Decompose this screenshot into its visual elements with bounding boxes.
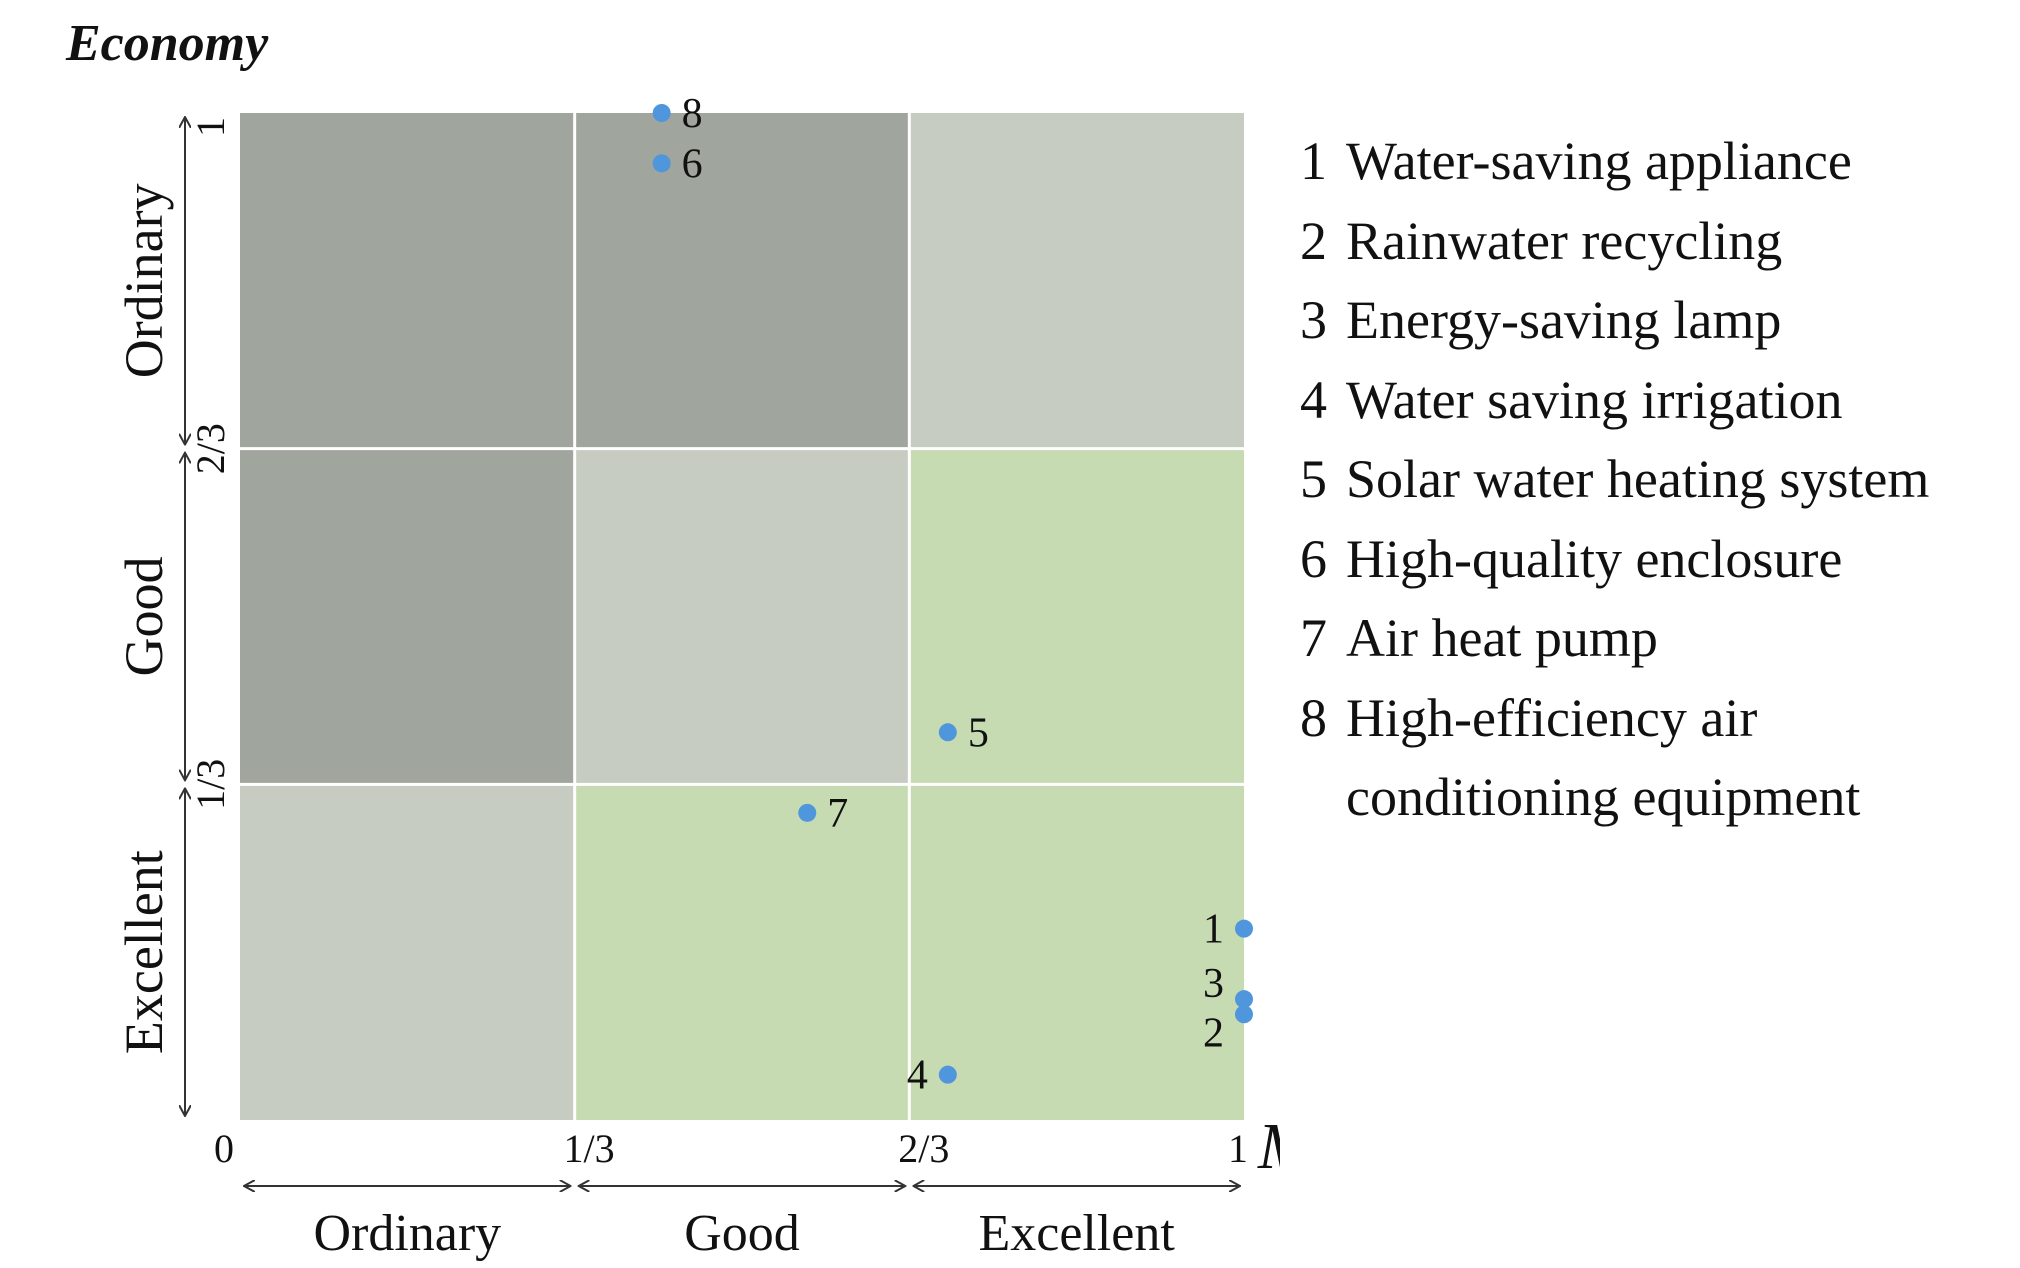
y-tick-label: 1/3 [188,759,233,810]
data-point-label-2: 2 [1203,1010,1224,1056]
legend-item-label: Rainwater recycling [1346,210,1783,271]
y-tick-label: 1 [188,117,233,137]
data-point-3 [1235,990,1253,1009]
legend-item: 7 Air heat pump [1300,599,2000,679]
y-tick-label: 2/3 [188,423,233,474]
legend: 1 Water-saving appliance 2 Rainwater recycl… [1300,122,2000,838]
legend-item: 6 High-quality enclosure [1300,520,2000,600]
legend-item-label: Water-saving appliance [1346,131,1852,191]
data-point-1 [1235,919,1253,938]
x-axis-title: Maturity [1257,1110,1280,1183]
data-point-label-1: 1 [1203,907,1224,953]
legend-item-label: Energy-saving lamp [1346,290,1782,350]
data-point-label-8: 8 [682,91,703,137]
data-point-label-6: 6 [682,141,703,187]
scatter-chart: Economy Maturity 0 1/3 2/3 1 Ordinary Good Excel… [65,15,1280,1262]
data-point-label-3: 3 [1203,961,1224,1007]
grid-cell-r1-c2 [574,113,910,449]
x-band-label: Excellent [978,1205,1175,1262]
legend-item-number: 6 [1300,528,1327,589]
legend-item-label: Water saving irrigation [1346,369,1843,430]
data-point-7 [798,803,817,822]
grid-cell-r1-c3 [909,113,1244,449]
legend-item-number: 8 [1300,687,1327,748]
data-point-label-4: 4 [907,1053,928,1099]
y-band-label: Excellent [114,850,174,1054]
grid-cell-r2-c3 [909,448,1244,785]
y-axis-title: Economy [65,15,269,72]
x-band-label: Ordinary [313,1205,501,1262]
grid-cell-r2-c2 [574,448,910,785]
x-tick-label: 1 [1228,1126,1248,1171]
x-band-label: Good [684,1205,800,1262]
axes: Economy Maturity 0 1/3 2/3 1 Ordinary Good Excel… [65,15,1280,1262]
legend-item-label: High-quality enclosure [1346,528,1843,589]
legend-item-number: 3 [1300,290,1327,350]
legend-item-label: Air heat pump [1346,608,1658,668]
legend-item-label: Solar water heating system [1346,449,1930,509]
x-tick-label: 2/3 [898,1126,949,1171]
data-point-8 [652,104,671,122]
data-point-4 [938,1065,957,1084]
legend-item-number: 4 [1300,369,1327,430]
data-point-2 [1235,1005,1253,1024]
x-tick-label: 1/3 [564,1126,615,1171]
legend-item: 5 Solar water heating system [1300,440,2000,520]
y-band-label: Ordinary [114,183,174,378]
legend-item-number: 1 [1300,131,1327,191]
legend-item-number: 5 [1300,449,1327,509]
data-point-6 [652,154,671,173]
legend-item-number: 7 [1300,608,1327,668]
legend-item: 1 Water-saving appliance [1300,122,2000,202]
legend-item: 3 Energy-saving lamp [1300,281,2000,361]
legend-item: 8 High-efficiency air conditioning equipm… [1300,679,2000,838]
grid-cell-r2-c1 [240,448,575,785]
legend-item-label: High-efficiency air conditioning equipme… [1346,687,1861,828]
x-tick-label: 0 [214,1126,234,1171]
y-band-label: Good [114,557,174,677]
data-point-5 [938,723,957,742]
quadrant-grid [240,113,1244,1120]
grid-cell-r3-c1 [240,784,575,1120]
data-point-label-7: 7 [827,791,848,837]
grid-cell-r3-c3 [909,784,1244,1120]
legend-item-number: 2 [1300,210,1327,271]
grid-cell-r1-c1 [240,113,575,449]
grid-cell-r3-c2 [574,784,910,1120]
legend-item: 2 Rainwater recycling [1300,202,2000,282]
legend-item: 4 Water saving irrigation [1300,361,2000,441]
data-point-label-5: 5 [968,710,989,756]
